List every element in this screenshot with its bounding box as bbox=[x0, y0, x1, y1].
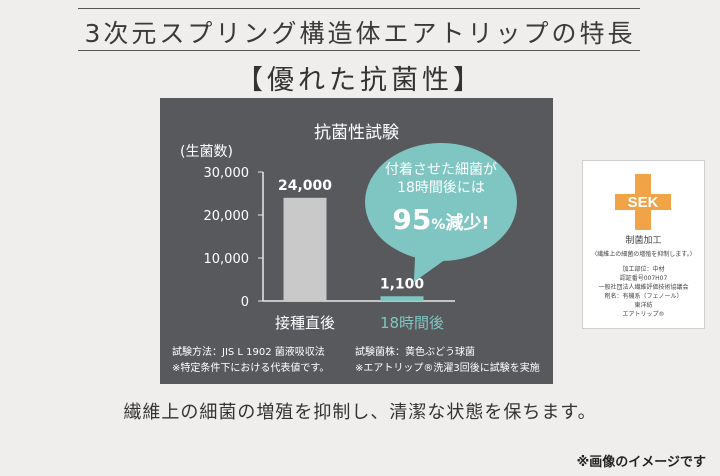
test-method: 試験方法：JIS L 1902 菌液吸収法 bbox=[172, 347, 325, 358]
section-title: 【優れた抗菌性】 bbox=[236, 65, 484, 96]
callout-pct-number: 95 bbox=[392, 203, 432, 236]
note-washing: ※エアトリップ®洗濯3回後に試験を実施 bbox=[355, 363, 540, 374]
reduction-callout: 付着させた細菌が 18時間後には 95%減少! bbox=[365, 143, 517, 261]
sek-description: （繊維上の細菌の増殖を抑制します。） bbox=[591, 251, 696, 258]
svg-text:SEK: SEK bbox=[628, 194, 659, 211]
sek-logo-icon: SEK bbox=[615, 174, 671, 230]
y-tick-label: 0 bbox=[241, 295, 249, 310]
sek-label: 制菌加工 bbox=[625, 236, 662, 246]
x-category-label: 18時間後 bbox=[380, 314, 444, 332]
sek-detail-line: エアトリップ® bbox=[622, 311, 665, 318]
sek-detail-line: 認証番号007H07 bbox=[619, 275, 668, 282]
callout-reduction: 減少! bbox=[445, 213, 490, 234]
bar bbox=[283, 197, 327, 301]
sek-details: 加工部位：中材 認証番号007H07 一般社団法人繊維評価技術協議会 剤名：有機… bbox=[583, 265, 704, 319]
callout-percentage: 95%減少! bbox=[365, 203, 517, 236]
note-representative: ※特定条件下における代表値です。 bbox=[172, 363, 330, 374]
bar-value-label: 24,000 bbox=[278, 178, 332, 194]
sek-detail-line: 加工部位：中材 bbox=[622, 266, 665, 273]
sek-detail-line: 東洋紡 bbox=[634, 302, 653, 309]
y-tick-label: 10,000 bbox=[204, 252, 250, 267]
chart-panel: 抗菌性試験 (生菌数) 30,000 20,000 10,000 0 24,000 接種直後… bbox=[160, 98, 553, 384]
callout-line2: 18時間後には bbox=[397, 180, 485, 196]
image-disclaimer: ※画像のイメージです bbox=[576, 455, 706, 470]
sek-detail-line: 一般社団法人繊維評価技術協議会 bbox=[598, 284, 689, 291]
sek-detail-line: 剤名：有機系（フェノール） bbox=[604, 293, 683, 300]
y-tick-label: 20,000 bbox=[204, 209, 250, 224]
bar-chart: (生菌数)30,00020,00010,000024,000接種直後1,1001… bbox=[180, 144, 455, 332]
page-title: 3次元スプリング構造体エアトリップの特長 bbox=[84, 19, 636, 48]
callout-line1: 付着させた細菌が bbox=[385, 162, 497, 178]
callout-pct-sign: % bbox=[431, 217, 446, 233]
x-category-label: 接種直後 bbox=[275, 314, 335, 332]
benefit-text: 繊維上の細菌の増殖を抑制し、清潔な状態を保ちます。 bbox=[123, 402, 597, 423]
chart-title: 抗菌性試験 bbox=[314, 123, 399, 143]
title-underline bbox=[78, 50, 640, 51]
test-notes: 試験方法：JIS L 1902 菌液吸収法 試験菌株：黄色ぶどう球菌 ※特定条件下… bbox=[172, 345, 540, 377]
y-tick-label: 30,000 bbox=[204, 166, 250, 181]
test-bacteria: 試験菌株：黄色ぶどう球菌 bbox=[355, 347, 475, 358]
bar bbox=[380, 296, 424, 301]
top-rule bbox=[78, 8, 640, 9]
sek-certification-card: SEK 制菌加工 （繊維上の細菌の増殖を抑制します。） 加工部位：中材 認証番号… bbox=[582, 160, 705, 329]
y-axis-label: (生菌数) bbox=[180, 144, 233, 160]
